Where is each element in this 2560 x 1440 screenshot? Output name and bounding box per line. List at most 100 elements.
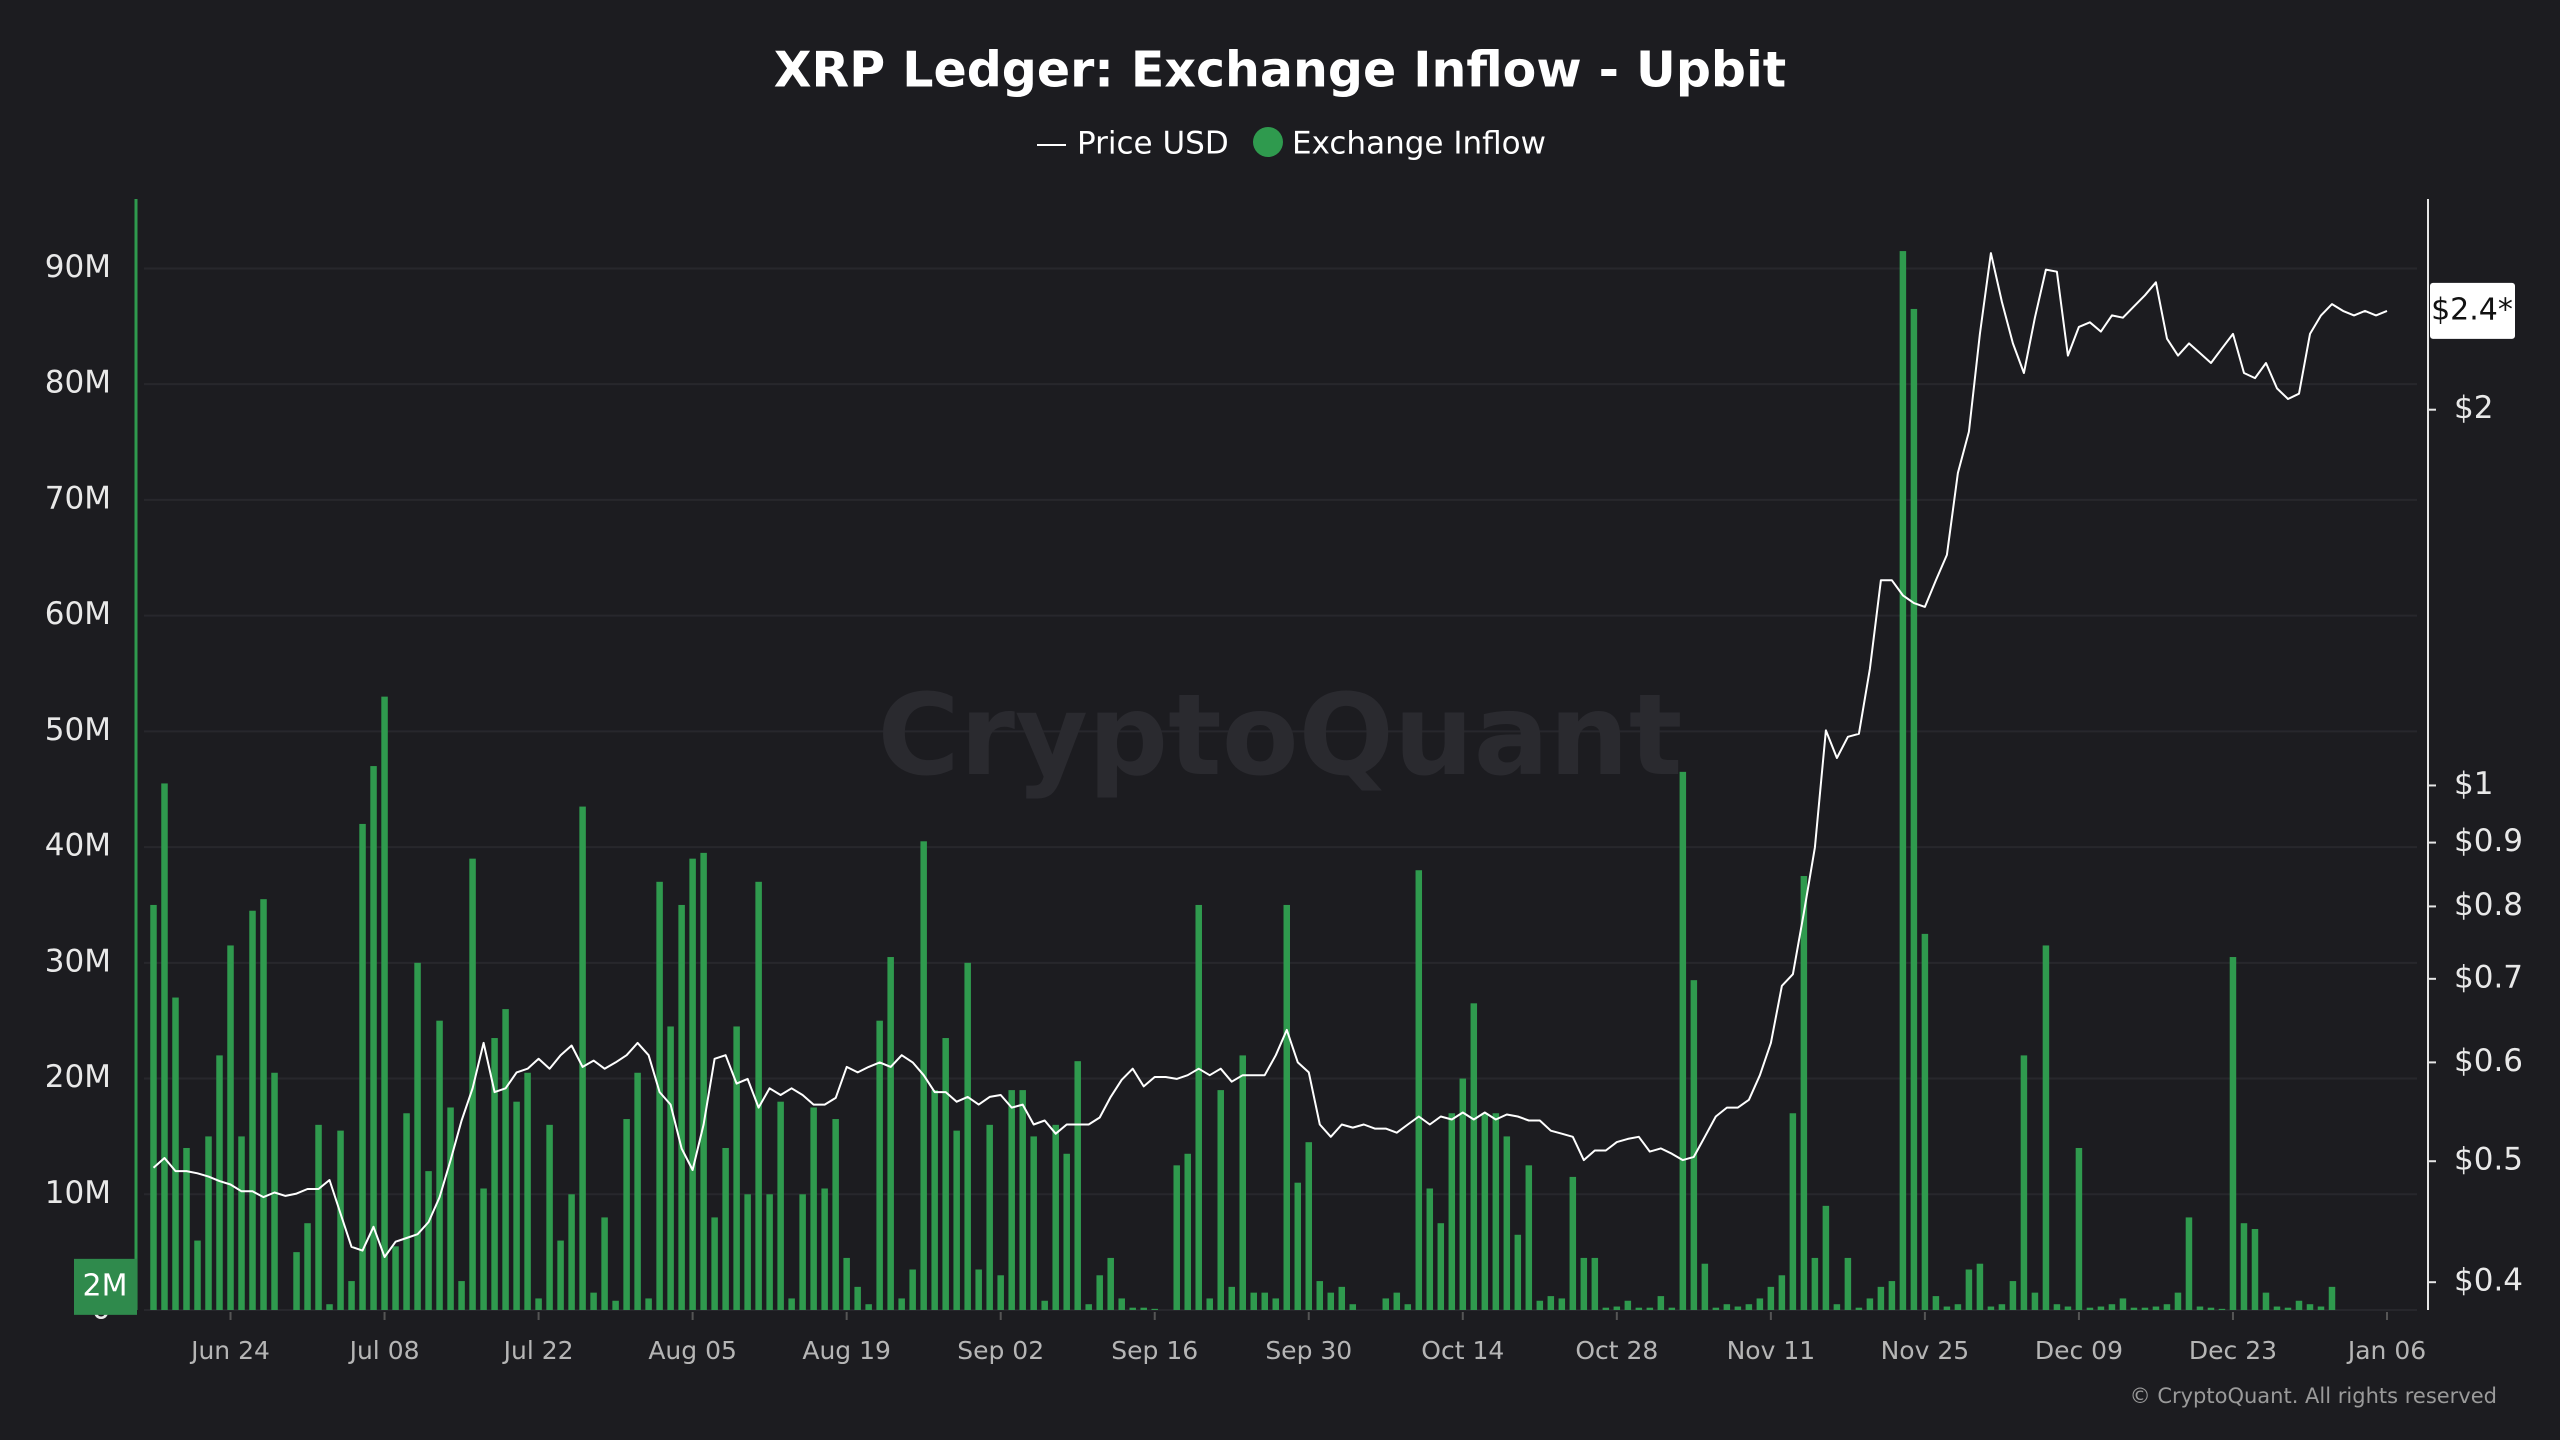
bar: [524, 1072, 531, 1310]
bar: [832, 1119, 839, 1310]
watermark: CryptoQuant: [878, 671, 1683, 801]
bar: [1734, 1306, 1742, 1310]
bar: [2196, 1306, 2204, 1310]
bar: [1503, 1136, 1511, 1310]
legend-dot-swatch: [1253, 127, 1283, 157]
bar: [1085, 1304, 1092, 1310]
bar: [722, 1147, 729, 1310]
bar: [810, 1107, 817, 1310]
bar: [733, 1026, 740, 1310]
bar: [2053, 1304, 2061, 1310]
bar: [1019, 1090, 1026, 1310]
bar: [1767, 1286, 1775, 1310]
bar: [1569, 1176, 1577, 1310]
bar: [1745, 1304, 1753, 1310]
bar: [2108, 1304, 2116, 1310]
bar: [1129, 1307, 1136, 1310]
y-marker-box: [74, 1258, 137, 1315]
bar: [1338, 1286, 1346, 1310]
bar: [2031, 1292, 2039, 1310]
bar: [2064, 1306, 2072, 1310]
price-line: [152, 252, 2388, 1258]
bar: [2251, 1228, 2259, 1310]
bar: [546, 1124, 553, 1310]
bar: [2042, 945, 2050, 1310]
bar: [799, 1194, 806, 1310]
bar: [843, 1257, 850, 1310]
bar: [1965, 1269, 1973, 1310]
bar: [502, 1009, 509, 1310]
bar: [2240, 1223, 2248, 1310]
y-tick-label: 30M: [45, 943, 111, 979]
bar: [1382, 1298, 1390, 1310]
bar: [1063, 1153, 1070, 1310]
bar: [1987, 1306, 1995, 1310]
bar: [1558, 1298, 1566, 1310]
y2-tick-label: $0.8: [2454, 887, 2523, 923]
bar: [700, 852, 707, 1310]
y2-tick-label: $0.4: [2454, 1263, 2523, 1299]
bar: [2141, 1307, 2149, 1310]
bar: [403, 1113, 410, 1310]
bar: [2097, 1306, 2105, 1310]
bar: [1030, 1136, 1037, 1310]
bar: [183, 1147, 190, 1310]
bar: [1525, 1165, 1533, 1310]
bar: [975, 1269, 982, 1310]
bar: [2075, 1147, 2083, 1310]
lines: [152, 252, 2388, 1258]
bar: [755, 881, 762, 1310]
bar: [2218, 1308, 2226, 1310]
bar: [1943, 1306, 1951, 1310]
bar: [447, 1107, 454, 1310]
bar: [1822, 1205, 1830, 1310]
grid: [144, 267, 2417, 1311]
y2-tick-label: $1: [2454, 766, 2493, 802]
bar: [1866, 1298, 1874, 1310]
bar: [238, 1136, 245, 1310]
bar: [2328, 1286, 2336, 1310]
y2-marker-box: [2430, 282, 2515, 339]
bar: [1107, 1257, 1114, 1310]
bar: [535, 1298, 542, 1310]
bar: [2086, 1307, 2094, 1310]
bar: [667, 1026, 674, 1310]
bar: [711, 1217, 718, 1310]
bar: [1789, 1113, 1797, 1310]
bar: [1448, 1113, 1456, 1310]
y-tick-label: 80M: [45, 365, 111, 401]
bar: [1481, 1113, 1489, 1310]
bar: [315, 1124, 322, 1310]
bar: [1921, 933, 1929, 1310]
bar: [1668, 1307, 1676, 1310]
bar: [821, 1188, 828, 1310]
bar: [1283, 904, 1291, 1310]
bar: [1206, 1298, 1213, 1310]
bar: [579, 806, 586, 1310]
bar: [997, 1275, 1004, 1310]
bar: [1052, 1124, 1059, 1310]
x-tick-label: Jul 08: [348, 1336, 420, 1365]
bar: [876, 1020, 883, 1310]
x-tick-label: Sep 30: [1265, 1336, 1352, 1365]
bar: [436, 1020, 443, 1310]
bar: [348, 1281, 355, 1310]
y-tick-label: 50M: [45, 712, 111, 748]
bar: [1756, 1298, 1764, 1310]
bar: [2306, 1304, 2314, 1310]
bar: [1184, 1153, 1191, 1310]
legend: Price USD Exchange Inflow: [1037, 126, 1546, 162]
x-tick-label: Nov 11: [1727, 1336, 1816, 1365]
bar: [1118, 1298, 1125, 1310]
x-tick-label: Oct 28: [1575, 1336, 1658, 1365]
bar: [1294, 1182, 1302, 1310]
bar: [1404, 1304, 1412, 1310]
bar: [1690, 980, 1698, 1310]
bar: [986, 1124, 993, 1310]
bar: [1426, 1188, 1434, 1310]
bar: [1041, 1300, 1048, 1310]
bar: [1437, 1223, 1445, 1310]
bar: [1591, 1257, 1599, 1310]
bar: [2163, 1304, 2171, 1310]
bar: [1151, 1308, 1158, 1310]
